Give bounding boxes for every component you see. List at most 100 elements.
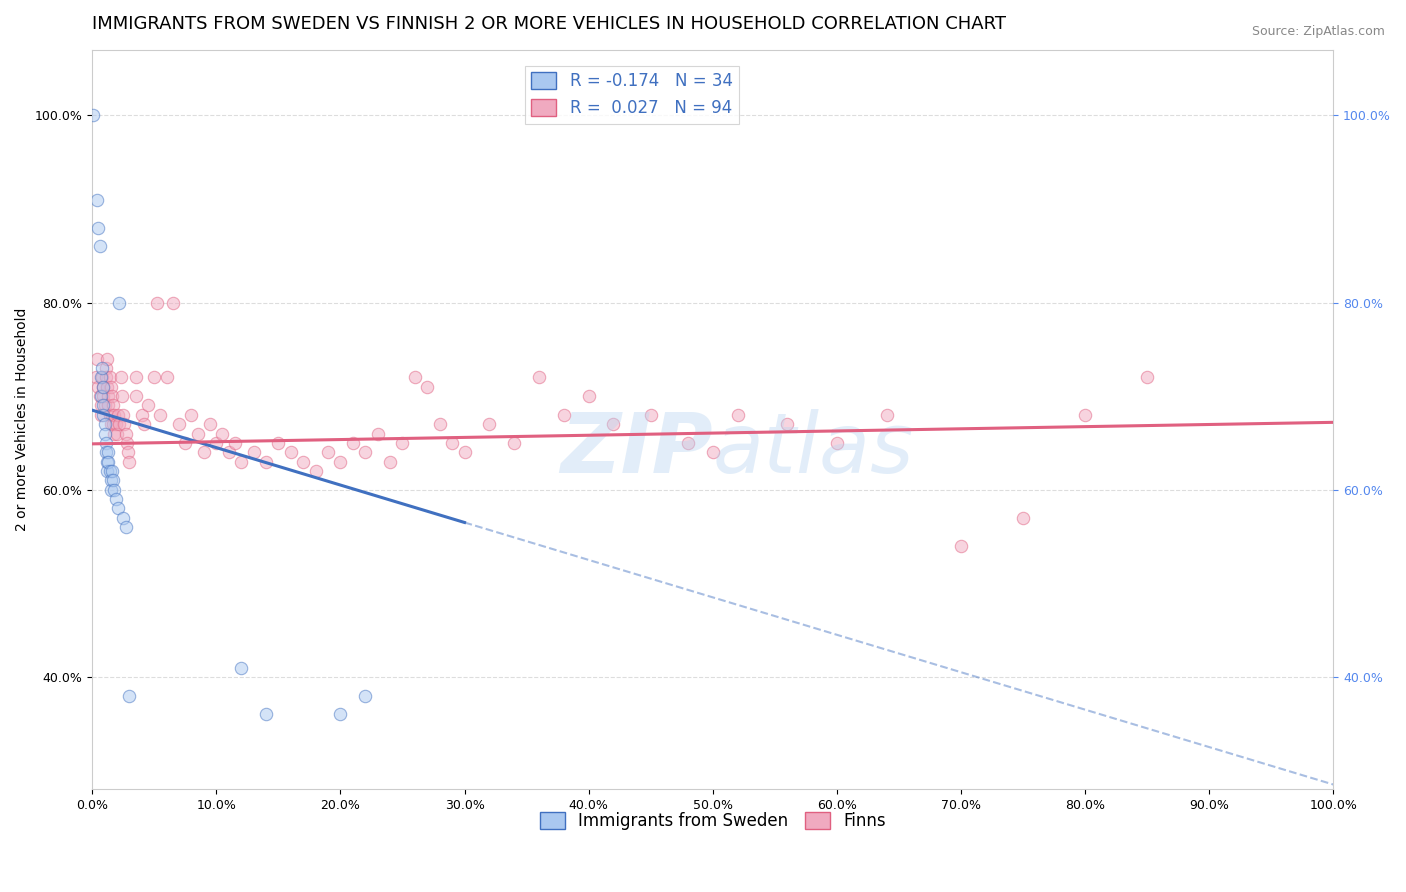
Point <box>86 193 108 207</box>
Point <box>825 436 848 450</box>
Point <box>114 520 136 534</box>
Point <box>91 408 114 422</box>
Point <box>94 445 117 459</box>
Text: IMMIGRANTS FROM SWEDEN VS FINNISH 2 OR MORE VEHICLES IN HOUSEHOLD CORRELATION CH: IMMIGRANTS FROM SWEDEN VS FINNISH 2 OR M… <box>93 15 1007 33</box>
Point <box>280 445 302 459</box>
Point <box>93 417 115 432</box>
Point <box>112 510 135 524</box>
Point <box>103 426 125 441</box>
Text: ZIP: ZIP <box>560 409 713 490</box>
Point <box>134 417 156 432</box>
Point <box>91 380 114 394</box>
Point <box>441 436 464 450</box>
Point <box>96 455 118 469</box>
Point <box>96 351 118 366</box>
Point <box>104 492 127 507</box>
Point <box>149 408 172 422</box>
Point <box>108 295 131 310</box>
Point <box>187 426 209 441</box>
Point <box>103 408 125 422</box>
Point <box>86 351 108 366</box>
Point <box>1136 370 1159 384</box>
Point <box>118 455 141 469</box>
Point <box>229 660 252 674</box>
Point <box>91 399 114 413</box>
Point <box>1074 408 1097 422</box>
Point <box>104 417 127 432</box>
Point <box>354 445 377 459</box>
Point <box>553 408 575 422</box>
Point <box>101 464 124 478</box>
Point <box>416 380 439 394</box>
Point <box>118 689 141 703</box>
Point <box>124 370 146 384</box>
Point <box>100 483 122 497</box>
Point <box>218 445 240 459</box>
Point <box>354 689 377 703</box>
Point <box>100 417 122 432</box>
Point <box>96 380 118 394</box>
Point <box>131 408 153 422</box>
Point <box>145 295 167 310</box>
Point <box>136 399 159 413</box>
Point <box>776 417 799 432</box>
Point <box>316 445 339 459</box>
Point <box>156 370 179 384</box>
Point <box>211 426 233 441</box>
Point <box>98 464 121 478</box>
Point <box>91 389 114 403</box>
Point <box>100 380 122 394</box>
Point <box>329 455 352 469</box>
Point <box>107 501 129 516</box>
Point <box>91 380 114 394</box>
Text: atlas: atlas <box>713 409 914 490</box>
Point <box>254 707 277 722</box>
Y-axis label: 2 or more Vehicles in Household: 2 or more Vehicles in Household <box>15 308 30 532</box>
Point <box>198 417 221 432</box>
Point <box>103 417 125 432</box>
Point <box>107 408 129 422</box>
Point <box>90 408 112 422</box>
Point <box>117 445 139 459</box>
Point <box>94 361 117 376</box>
Point <box>329 707 352 722</box>
Point <box>950 539 973 553</box>
Point <box>229 455 252 469</box>
Point <box>527 370 550 384</box>
Point <box>84 370 107 384</box>
Point <box>180 408 202 422</box>
Point <box>429 417 451 432</box>
Point <box>105 426 128 441</box>
Point <box>98 408 121 422</box>
Point <box>103 474 125 488</box>
Point <box>378 455 401 469</box>
Legend: Immigrants from Sweden, Finns: Immigrants from Sweden, Finns <box>533 805 893 837</box>
Point <box>82 108 104 122</box>
Point <box>404 370 426 384</box>
Point <box>167 417 190 432</box>
Point <box>89 239 111 253</box>
Point <box>112 408 135 422</box>
Point <box>224 436 246 450</box>
Point <box>112 417 135 432</box>
Point <box>93 426 115 441</box>
Point <box>702 445 724 459</box>
Point <box>1012 510 1035 524</box>
Point <box>97 455 120 469</box>
Point <box>254 455 277 469</box>
Point <box>93 399 115 413</box>
Point <box>97 389 120 403</box>
Point <box>478 417 501 432</box>
Point <box>640 408 662 422</box>
Point <box>96 464 118 478</box>
Point <box>97 399 120 413</box>
Point <box>90 399 112 413</box>
Point <box>108 417 131 432</box>
Point <box>193 445 215 459</box>
Point <box>89 389 111 403</box>
Point <box>87 220 110 235</box>
Point <box>100 474 122 488</box>
Point <box>292 455 315 469</box>
Point <box>91 361 114 376</box>
Point <box>602 417 624 432</box>
